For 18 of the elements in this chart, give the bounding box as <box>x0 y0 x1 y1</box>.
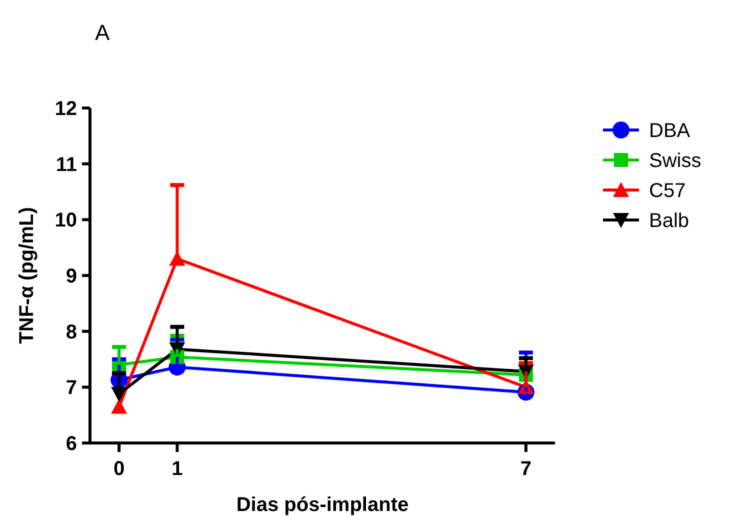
legend-label: DBA <box>649 120 691 142</box>
text: A <box>95 20 110 45</box>
y-tick-label: 10 <box>54 210 77 232</box>
y-tick-label: 11 <box>56 154 77 176</box>
legend-label: C57 <box>649 180 686 202</box>
y-tick-label: 7 <box>66 377 77 400</box>
legend-label: Swiss <box>649 150 702 172</box>
point <box>111 398 128 414</box>
y-tick-label: 12 <box>54 98 77 120</box>
x-tick-label: 1 <box>172 458 183 480</box>
y-tick-label: 6 <box>66 433 77 455</box>
y-tick-label: 9 <box>66 266 77 288</box>
x-tick-label: 7 <box>520 458 532 480</box>
y-tick-label: 8 <box>66 321 77 344</box>
x-tick-label: 0 <box>114 458 125 480</box>
x-axis-title: Dias pós-implante <box>236 494 409 516</box>
y-axis-title: TNF-α (pg/mL) <box>16 207 38 344</box>
legend-label: Balb <box>649 210 690 232</box>
